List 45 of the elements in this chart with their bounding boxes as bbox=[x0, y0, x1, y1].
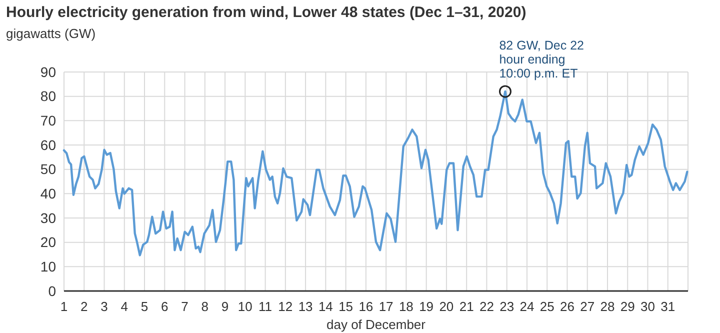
x-tick-label: 25 bbox=[540, 299, 554, 314]
x-tick-label: 5 bbox=[140, 299, 148, 314]
x-tick-label: 14 bbox=[318, 299, 333, 314]
x-tick-label: 18 bbox=[398, 299, 414, 314]
x-tick-label: 4 bbox=[120, 299, 128, 314]
y-tick-label: 20 bbox=[40, 234, 56, 250]
x-tick-label: 28 bbox=[600, 299, 615, 314]
y-tick-label: 70 bbox=[40, 112, 56, 129]
x-tick-label: 30 bbox=[640, 299, 655, 314]
y-tick-label: 40 bbox=[40, 186, 56, 202]
y-tick-label: 60 bbox=[40, 136, 56, 153]
y-tick-label: 0 bbox=[48, 282, 56, 299]
x-tick-label: 9 bbox=[221, 299, 229, 314]
x-tick-label: 17 bbox=[378, 299, 394, 314]
x-tick-label: 31 bbox=[660, 299, 676, 314]
x-tick-label: 20 bbox=[439, 299, 454, 314]
x-tick-label: 27 bbox=[580, 299, 595, 314]
x-tick-label: 15 bbox=[338, 299, 354, 314]
y-tick-label: 90 bbox=[40, 64, 56, 80]
x-tick-label: 21 bbox=[459, 299, 474, 314]
x-tick-label: 26 bbox=[560, 299, 574, 314]
x-tick-label: 7 bbox=[181, 299, 188, 314]
x-tick-label: 29 bbox=[620, 299, 635, 314]
y-tick-label: 50 bbox=[40, 161, 56, 178]
y-tick-label: 80 bbox=[40, 88, 56, 104]
y-tick-label: 30 bbox=[40, 210, 56, 226]
y-tick-label: 10 bbox=[40, 258, 56, 275]
x-axis-title: day of December bbox=[326, 317, 426, 332]
x-tick-label: 12 bbox=[278, 299, 293, 314]
y-axis-title: gigawatts (GW) bbox=[6, 26, 96, 41]
x-tick-label: 22 bbox=[479, 299, 494, 314]
x-tick-label: 1 bbox=[60, 299, 68, 314]
x-tick-label: 11 bbox=[258, 299, 272, 314]
x-tick-label: 10 bbox=[238, 299, 252, 314]
x-tick-label: 24 bbox=[520, 299, 534, 314]
x-tick-label: 6 bbox=[161, 299, 168, 314]
x-tick-label: 16 bbox=[358, 299, 374, 314]
x-tick-label: 23 bbox=[500, 299, 514, 314]
annotation: 82 GW, Dec 22 hour ending 10:00 p.m. ET bbox=[499, 38, 584, 80]
chart-title: Hourly electricity generation from wind, Lower 48 states (Dec 1–31, 2020) bbox=[6, 4, 526, 21]
x-tick-label: 3 bbox=[100, 299, 108, 314]
x-tick-label: 2 bbox=[80, 299, 88, 314]
x-tick-label: 19 bbox=[419, 299, 434, 314]
x-tick-label: 8 bbox=[201, 299, 209, 314]
x-tick-label: 13 bbox=[298, 299, 313, 314]
